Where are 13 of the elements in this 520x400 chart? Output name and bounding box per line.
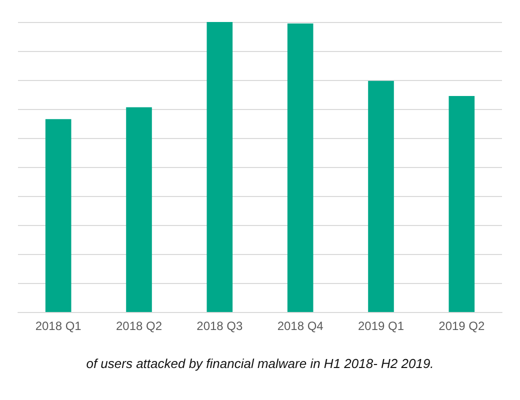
bar bbox=[287, 23, 314, 312]
x-tick-label: 2018 Q4 bbox=[277, 319, 324, 333]
x-tick-label: 2018 Q2 bbox=[116, 319, 162, 333]
x-tick-label: 2018 Q1 bbox=[35, 319, 82, 333]
bar bbox=[126, 107, 152, 312]
bar bbox=[448, 96, 475, 312]
bar bbox=[206, 22, 233, 312]
x-tick-label: 2019 Q2 bbox=[438, 319, 486, 333]
bar bbox=[45, 119, 72, 312]
x-tick-label: 2018 Q3 bbox=[196, 319, 244, 333]
x-tick-label: 2019 Q1 bbox=[358, 319, 404, 333]
bar bbox=[368, 80, 394, 312]
text: of users attacked by financial malware in H1 2018- H2 2019. bbox=[86, 356, 434, 371]
